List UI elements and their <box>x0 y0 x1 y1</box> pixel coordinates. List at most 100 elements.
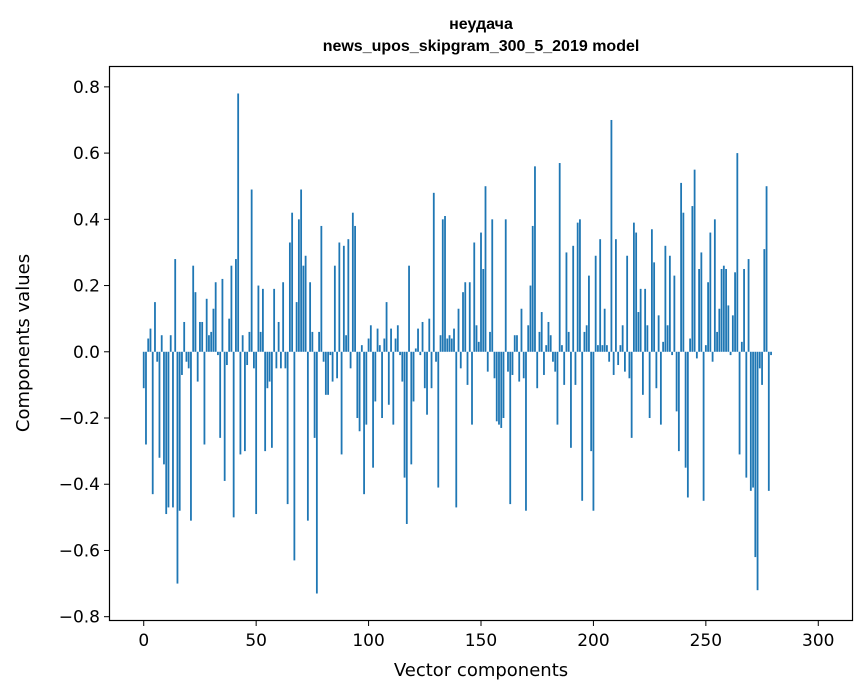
bar <box>581 351 584 501</box>
bar <box>462 292 464 352</box>
bar <box>538 331 541 352</box>
bar <box>387 351 390 405</box>
bar <box>190 351 192 521</box>
bar <box>259 331 262 352</box>
bar <box>734 272 736 352</box>
bar <box>635 232 638 352</box>
bar <box>749 351 752 491</box>
bar <box>336 351 338 379</box>
bar <box>167 351 170 508</box>
bar <box>196 351 199 382</box>
bar <box>725 268 727 352</box>
bar <box>185 351 188 362</box>
bar <box>448 335 451 352</box>
bar <box>320 225 323 352</box>
bar <box>747 259 750 352</box>
y-tick-label: 0.4 <box>73 210 100 230</box>
bar <box>770 351 772 356</box>
bar <box>369 325 372 352</box>
bar <box>525 351 527 511</box>
y-axis-label: Components values <box>13 254 34 432</box>
bar <box>565 252 568 352</box>
bar <box>244 351 246 452</box>
bar <box>486 351 489 372</box>
bar <box>172 351 174 508</box>
bar <box>743 268 745 352</box>
bar <box>698 268 701 352</box>
bar <box>183 321 186 352</box>
bar <box>722 265 725 352</box>
bar <box>345 335 347 352</box>
bar <box>704 345 707 352</box>
bar <box>205 298 208 352</box>
bar <box>147 338 150 352</box>
bar <box>576 222 579 352</box>
bar <box>756 351 759 591</box>
bar <box>160 335 163 352</box>
bar <box>668 255 671 352</box>
bar <box>286 351 289 505</box>
bar <box>695 351 698 359</box>
bar <box>315 351 318 594</box>
bar <box>279 351 282 369</box>
bar <box>579 219 581 352</box>
bar <box>624 351 626 372</box>
x-tick-label: 250 <box>690 631 722 651</box>
bar <box>372 351 374 468</box>
bar <box>594 255 597 352</box>
bar <box>318 331 321 352</box>
bar <box>740 341 743 352</box>
bar <box>288 242 291 352</box>
bar <box>192 265 195 352</box>
bar <box>646 325 649 352</box>
bar <box>493 351 496 379</box>
bar <box>459 351 462 369</box>
bar <box>471 351 473 425</box>
bar <box>677 351 680 452</box>
bar <box>590 351 593 452</box>
bar <box>300 189 303 352</box>
bar <box>529 285 532 352</box>
bar <box>585 325 588 352</box>
bar <box>450 338 453 352</box>
bar <box>711 351 714 362</box>
bar <box>275 351 278 369</box>
bar <box>214 282 217 352</box>
bar <box>394 338 397 352</box>
bar <box>754 351 757 558</box>
bar <box>453 328 455 352</box>
bar <box>282 282 285 352</box>
bar <box>154 302 156 352</box>
bar <box>417 328 419 352</box>
bar <box>421 321 424 352</box>
bar <box>295 302 298 352</box>
bar <box>689 338 692 352</box>
bar <box>482 268 485 352</box>
bar <box>194 292 197 352</box>
bar <box>545 345 548 352</box>
bar <box>331 351 334 382</box>
bar <box>707 282 709 352</box>
bar <box>592 351 595 511</box>
bar <box>354 225 356 352</box>
bar <box>673 275 676 352</box>
bar <box>401 351 404 382</box>
bar <box>509 351 512 505</box>
bar <box>403 351 406 478</box>
bar <box>608 351 611 362</box>
bar <box>480 232 482 352</box>
bar <box>504 219 507 352</box>
bar <box>475 325 478 352</box>
bar <box>419 351 422 356</box>
bar <box>484 186 487 352</box>
bar <box>381 351 383 419</box>
bar <box>363 351 365 495</box>
x-tick-label: 100 <box>352 631 384 651</box>
bar <box>563 351 566 385</box>
bar <box>181 351 183 375</box>
chart-subtitle: news_upos_skipgram_300_5_2019 model <box>323 38 640 55</box>
bar <box>655 351 658 389</box>
bar <box>347 239 350 352</box>
bar <box>158 351 161 458</box>
y-tick-label: −0.6 <box>59 541 100 561</box>
